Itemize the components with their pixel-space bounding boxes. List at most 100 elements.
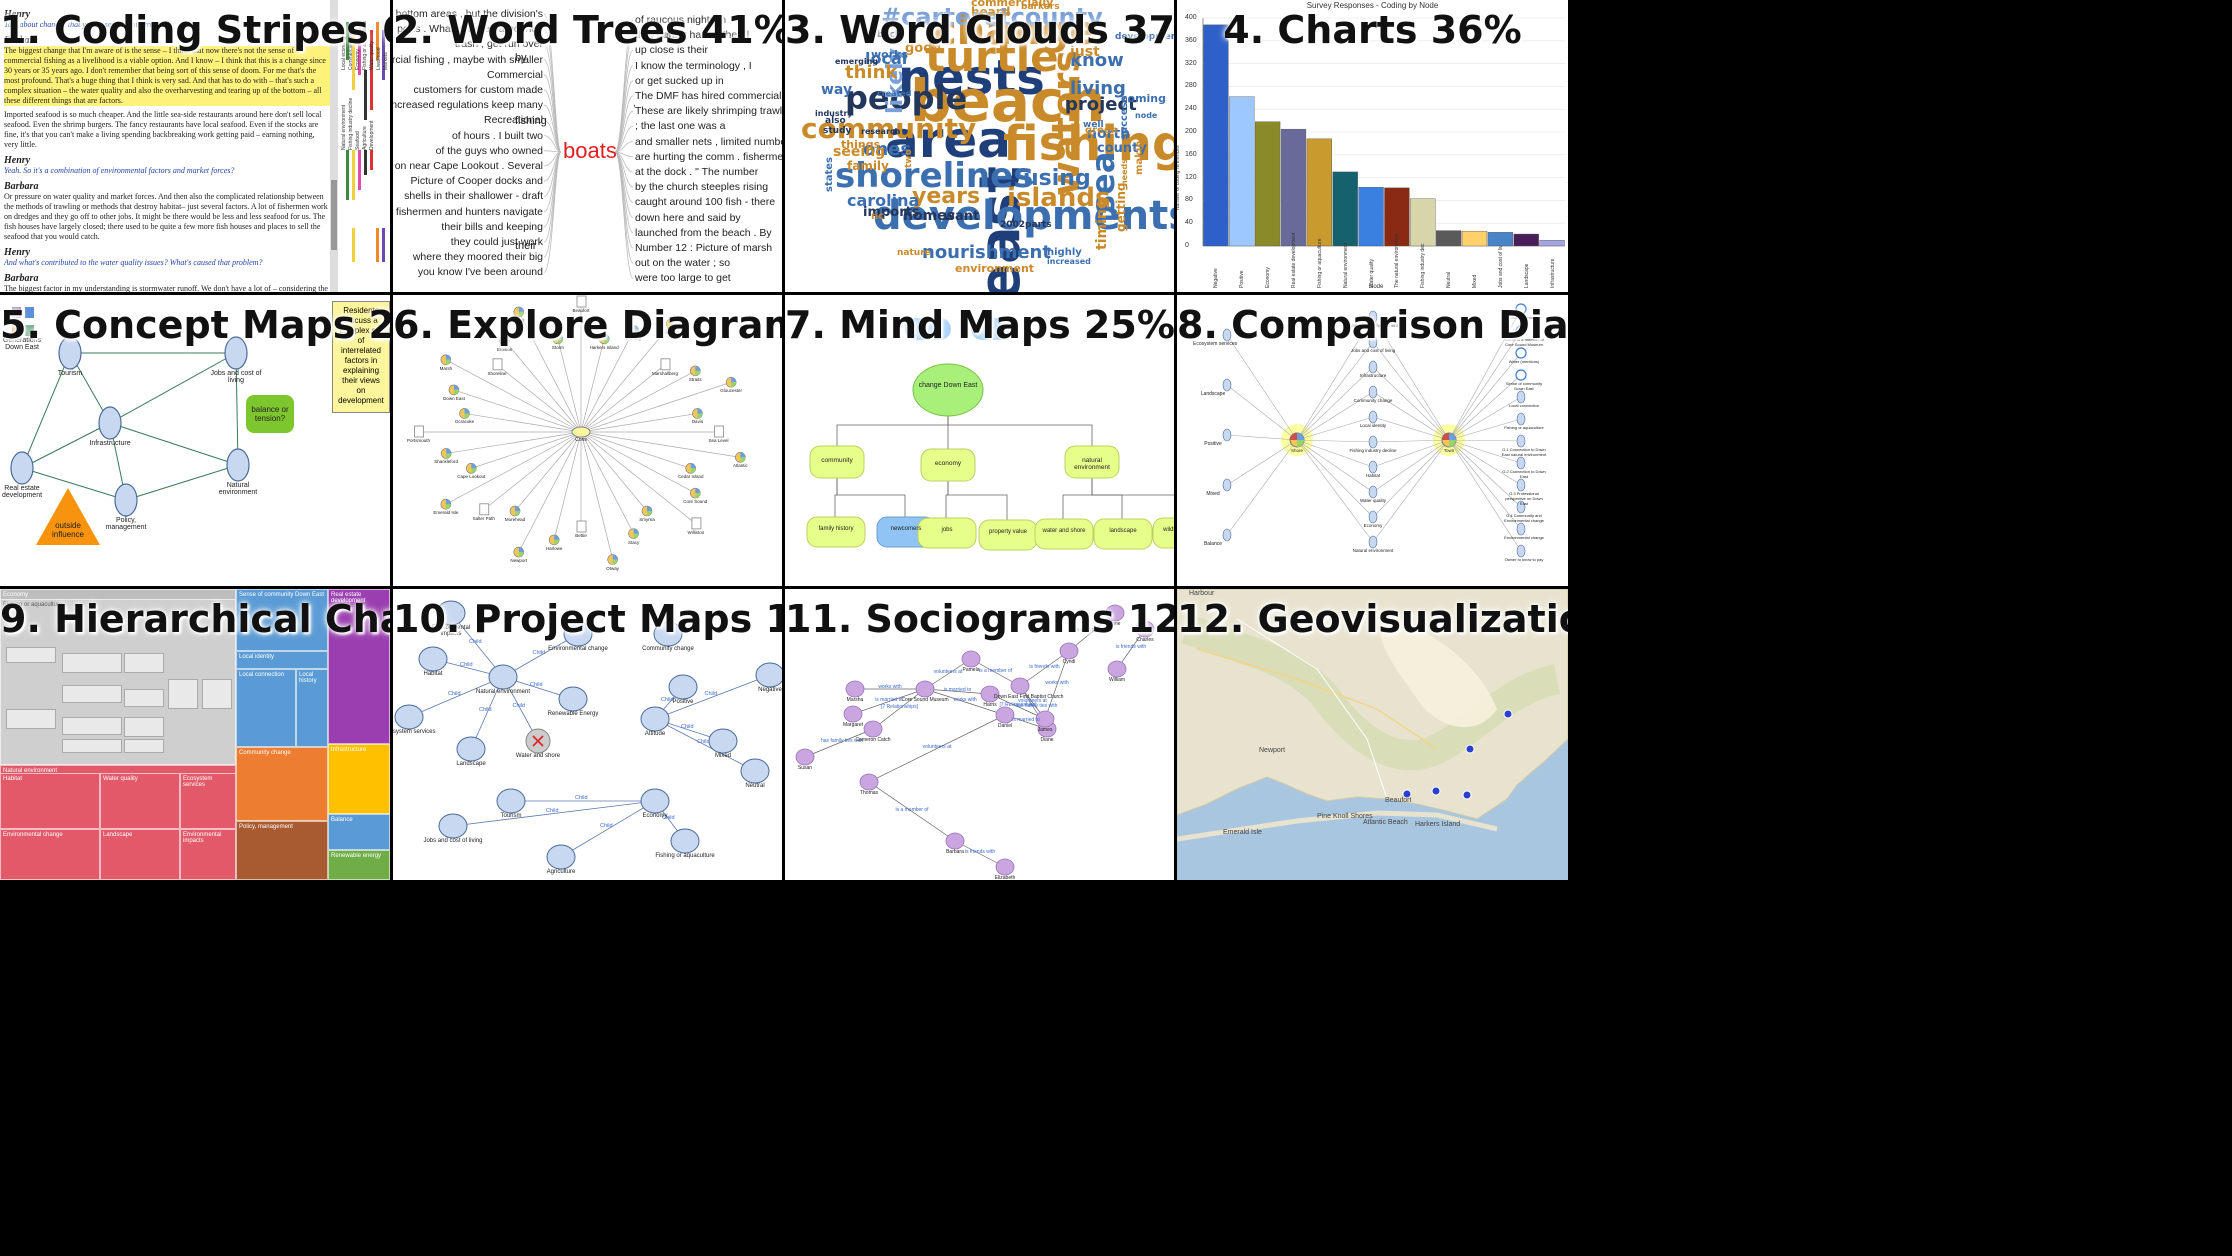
word-cloud-word[interactable]: fishing [1003,115,1174,172]
treemap-block[interactable]: Community change [236,747,328,821]
word-cloud-word[interactable]: works [871,48,909,62]
word-tree-phrase[interactable]: shells in their shallower - draft [404,190,543,203]
word-cloud-word[interactable]: study [823,125,852,136]
word-tree-phrase[interactable]: of the guys who owned [435,144,543,157]
word-tree-phrase[interactable]: caught around 100 fish - there [635,196,776,209]
word-cloud-word[interactable]: coming [1121,92,1167,106]
word-tree-phrase[interactable]: they'll work hard . They'll [635,29,750,42]
word-cloud-word[interactable]: success [1119,96,1130,140]
word-cloud-word[interactable]: nests [898,49,1045,106]
treemap-block[interactable]: Landscape [100,829,180,880]
word-cloud-word[interactable]: local [865,49,908,69]
word-tree-phrase[interactable]: of hours . I built two [451,129,543,142]
word-tree-phrase[interactable]: were too large to get [635,272,731,285]
word-tree-phrase[interactable]: - bottom areas , but the division's [393,8,543,20]
word-cloud-word[interactable]: highly [1047,247,1082,258]
word-tree-phrase[interactable]: their bills and keeping [441,220,543,233]
treemap-block[interactable]: Balance [328,814,390,850]
treemap-block[interactable]: Real estate development [328,589,390,744]
word-cloud-word[interactable]: research [861,126,901,136]
treemap-block[interactable]: Sense of community Down East [236,589,328,651]
word-cloud-word[interactable]: community [801,111,977,145]
word-cloud-word[interactable]: things [841,138,881,152]
word-cloud-word[interactable]: know [1070,49,1124,71]
panel-word-trees[interactable]: boats - bottom areas , but the division's… [393,0,782,292]
scrollbar[interactable] [330,0,338,292]
word-cloud-word[interactable]: green [1085,125,1118,136]
treemap-block[interactable]: Local connection [236,669,296,747]
word-cloud-word[interactable]: think [845,61,898,83]
word-cloud-word[interactable]: two [904,149,914,168]
word-cloud-word[interactable]: nc [871,211,885,222]
word-cloud-word[interactable]: 2002parts [1000,219,1052,230]
word-cloud-word[interactable]: way [821,81,853,98]
panel-mind-maps[interactable]: change Down East community economy natural … [785,295,1174,586]
treemap-block[interactable]: Habitat [0,773,100,829]
word-cloud-word[interactable]: project [1065,93,1137,115]
word-tree-phrase[interactable]: increased regulations keep many [393,99,543,112]
word-tree-phrase[interactable]: of raucous nights in [635,14,727,26]
word-tree-phrase[interactable]: fishermen and hunters navigate [395,205,543,218]
treemap-sub-block[interactable] [124,739,164,753]
panel-comparison-diagrams[interactable]: Ecosystem services Landscape Positive Mixed… [1177,295,1568,586]
treemap-block[interactable]: Ecosystem services [180,773,236,829]
panel-coding-stripes[interactable]: 1. Coding Stripes 62% Henry Talk about c… [0,0,390,292]
word-tree-phrase[interactable]: I know the terminology , I [635,59,752,72]
word-cloud-word[interactable]: making [1134,133,1145,175]
treemap-block[interactable]: Policy, management [236,821,328,880]
word-cloud-word[interactable]: homes [903,207,956,224]
word-tree-phrase[interactable]: launched from the beach . By [635,226,772,239]
word-tree-phrase[interactable]: out on the water ; so [635,257,731,270]
word-tree-phrase[interactable]: commercial fishing , maybe with smaller [393,53,543,66]
word-cloud-word[interactable]: development [1115,31,1174,42]
word-cloud-word[interactable]: imports [863,204,920,220]
word-cloud-word[interactable]: nature [897,247,931,258]
treemap-sub-block[interactable] [6,709,56,729]
treemap-block[interactable]: Renewable energy [328,850,390,880]
panel-charts[interactable]: Survey Responses - Coding by Node 0 40 80 1… [1177,0,1568,292]
word-cloud-word[interactable]: just [1070,43,1100,60]
word-tree-phrase[interactable]: by the church steeples rising [635,181,769,194]
word-cloud-word[interactable]: back [877,29,901,40]
word-cloud-word[interactable]: carolina [847,191,920,211]
word-cloud-word[interactable]: north [1087,125,1131,142]
panel-concept-maps[interactable]: Generations Down East Tourism Jobs and co… [0,295,390,586]
word-tree-phrase[interactable]: Number 12 : Picture of marsh [635,242,773,254]
word-tree-phrase[interactable]: or get sucked up in [635,74,724,87]
panel-word-clouds[interactable]: nests beach area east turtle change fishing dev… [785,0,1174,292]
word-tree-phrase[interactable]: up close is their [635,44,708,57]
word-cloud-word[interactable]: county [1097,140,1147,156]
panel-sociograms[interactable]: volunteers at is a member of is friends wi… [785,589,1174,880]
word-cloud-word[interactable]: developments [873,193,1174,239]
word-cloud-word[interactable]: people [845,79,968,118]
treemap-block[interactable]: Infrastructure [328,744,390,814]
word-tree-phrase[interactable]: Recreational [484,114,543,127]
word-cloud-word[interactable]: using [1023,166,1091,192]
treemap-sub-block[interactable] [62,717,122,735]
word-tree-phrase[interactable]: ports . Whales were harpooned [397,23,543,36]
word-tree-phrase[interactable]: customers for custom made [413,84,543,96]
word-tree-phrase[interactable]: These are likely shrimping trawlers . [635,105,782,118]
word-cloud-word[interactable]: timing [1094,199,1110,250]
treemap-block[interactable]: Water quality [100,773,180,829]
word-tree-phrase[interactable]: Picture of Cooper docks and [410,175,544,188]
word-cloud-word[interactable]: barkers [1021,1,1060,12]
word-cloud-word[interactable]: increased [1047,256,1091,266]
treemap-block[interactable]: Environmental impacts [180,829,236,880]
word-cloud-word[interactable]: node [1135,110,1158,120]
word-cloud-word[interactable]: years [912,184,981,210]
word-tree-phrase[interactable]: at the dock . " The number [635,166,759,178]
word-tree-phrase[interactable]: trash , get run over [454,38,543,51]
word-cloud-word[interactable]: needs [1120,158,1129,186]
word-cloud-word[interactable]: getting [1114,182,1128,232]
word-cloud-word[interactable]: good [905,40,942,56]
treemap-block[interactable]: Environmental change [0,829,100,880]
word-cloud-word[interactable]: turtle [925,32,1059,82]
treemap-sub-block[interactable] [62,653,122,673]
word-cloud-word[interactable]: want [943,208,980,224]
panel-project-maps[interactable]: Child Child Child Child Child Child Child Child… [393,589,782,880]
word-cloud-word[interactable]: ones [863,138,912,160]
word-cloud-word[interactable]: heard [971,5,1011,20]
word-tree-phrase[interactable]: you know I've been around [417,266,543,279]
word-tree-phrase[interactable]: on near Cape Lookout . Several [394,160,543,172]
